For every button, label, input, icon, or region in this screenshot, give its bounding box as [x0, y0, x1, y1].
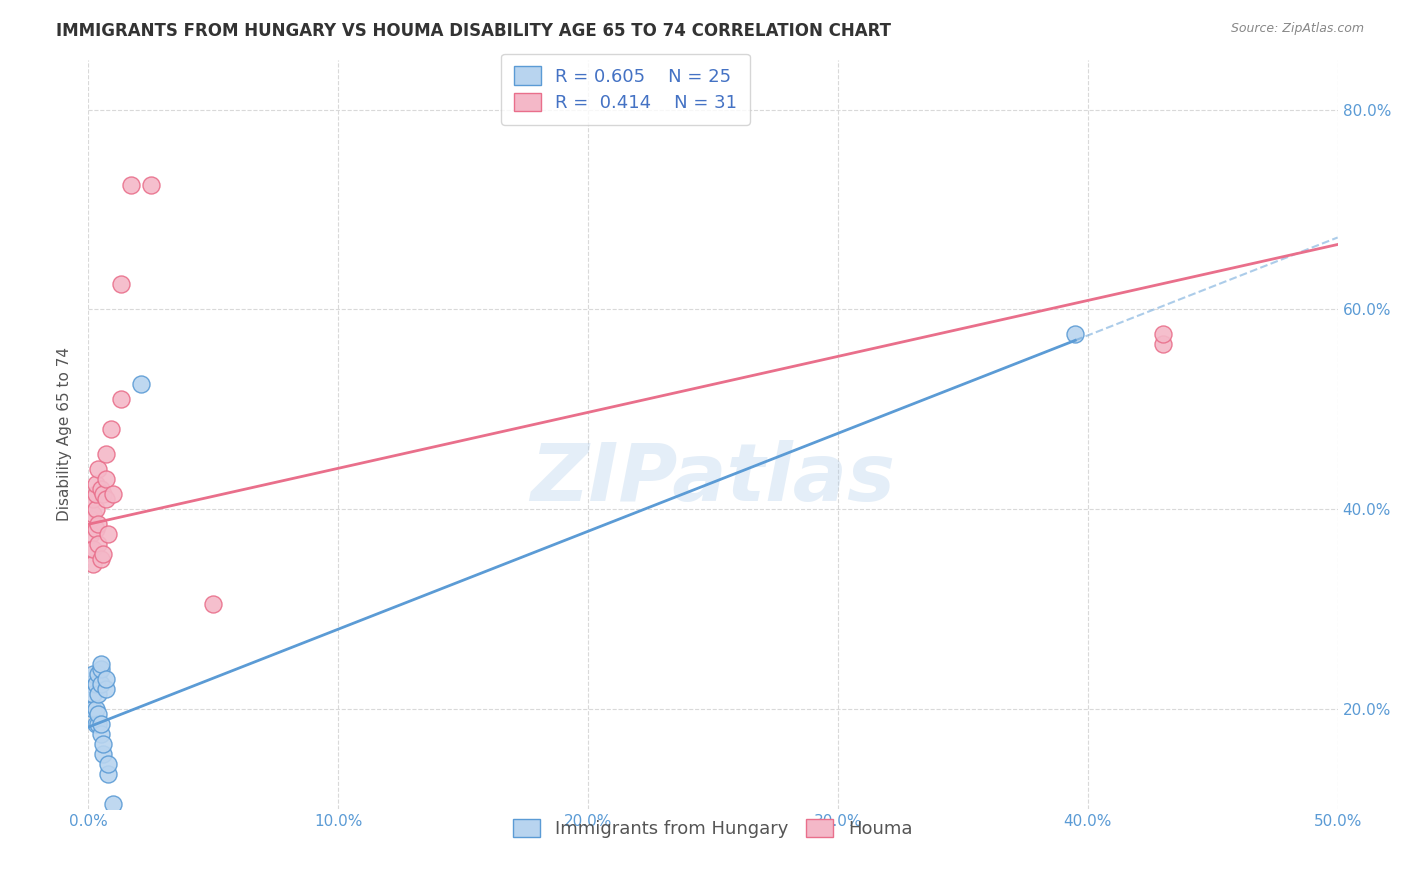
Point: [82, 687, 104, 701]
Point: [82, 542, 104, 557]
Point: [84, 477, 107, 491]
Point: [1152, 337, 1174, 351]
Point: [90, 552, 112, 566]
Point: [101, 797, 124, 812]
Point: [82, 558, 104, 572]
Point: [79, 542, 101, 557]
Point: [94, 492, 117, 507]
Point: [129, 377, 152, 392]
Point: [97, 757, 120, 772]
Point: [87, 687, 110, 701]
Point: [84, 487, 107, 501]
Point: [87, 537, 110, 551]
Point: [82, 492, 104, 507]
Point: [94, 472, 117, 486]
Point: [84, 717, 107, 731]
Point: [139, 178, 162, 192]
Point: [91, 547, 114, 561]
Point: [90, 483, 112, 497]
Point: [91, 487, 114, 501]
Point: [94, 672, 117, 686]
Point: [91, 737, 114, 751]
Point: [91, 747, 114, 761]
Point: [97, 767, 120, 781]
Point: [100, 422, 122, 436]
Point: [202, 597, 225, 611]
Point: [87, 707, 110, 722]
Point: [79, 677, 101, 691]
Point: [87, 717, 110, 731]
Point: [84, 502, 107, 516]
Point: [90, 727, 112, 741]
Point: [79, 527, 101, 541]
Point: [110, 392, 132, 407]
Point: [84, 677, 107, 691]
Point: [1152, 327, 1174, 342]
Point: [94, 682, 117, 697]
Point: [90, 662, 112, 676]
Text: ZIPatlas: ZIPatlas: [530, 441, 896, 518]
Point: [87, 667, 110, 681]
Point: [82, 667, 104, 681]
Point: [101, 487, 124, 501]
Point: [82, 508, 104, 522]
Point: [79, 512, 101, 526]
Point: [84, 702, 107, 716]
Point: [94, 447, 117, 461]
Point: [1064, 327, 1087, 342]
Point: [97, 527, 120, 541]
Text: IMMIGRANTS FROM HUNGARY VS HOUMA DISABILITY AGE 65 TO 74 CORRELATION CHART: IMMIGRANTS FROM HUNGARY VS HOUMA DISABIL…: [56, 22, 891, 40]
Point: [110, 277, 132, 292]
Point: [120, 178, 142, 192]
Text: Source: ZipAtlas.com: Source: ZipAtlas.com: [1230, 22, 1364, 36]
Point: [90, 677, 112, 691]
Legend: Immigrants from Hungary, Houma: Immigrants from Hungary, Houma: [506, 812, 920, 845]
Point: [82, 702, 104, 716]
Point: [87, 462, 110, 476]
Y-axis label: Disability Age 65 to 74: Disability Age 65 to 74: [58, 347, 72, 521]
Point: [87, 517, 110, 532]
Point: [84, 522, 107, 536]
Point: [90, 717, 112, 731]
Point: [90, 657, 112, 672]
